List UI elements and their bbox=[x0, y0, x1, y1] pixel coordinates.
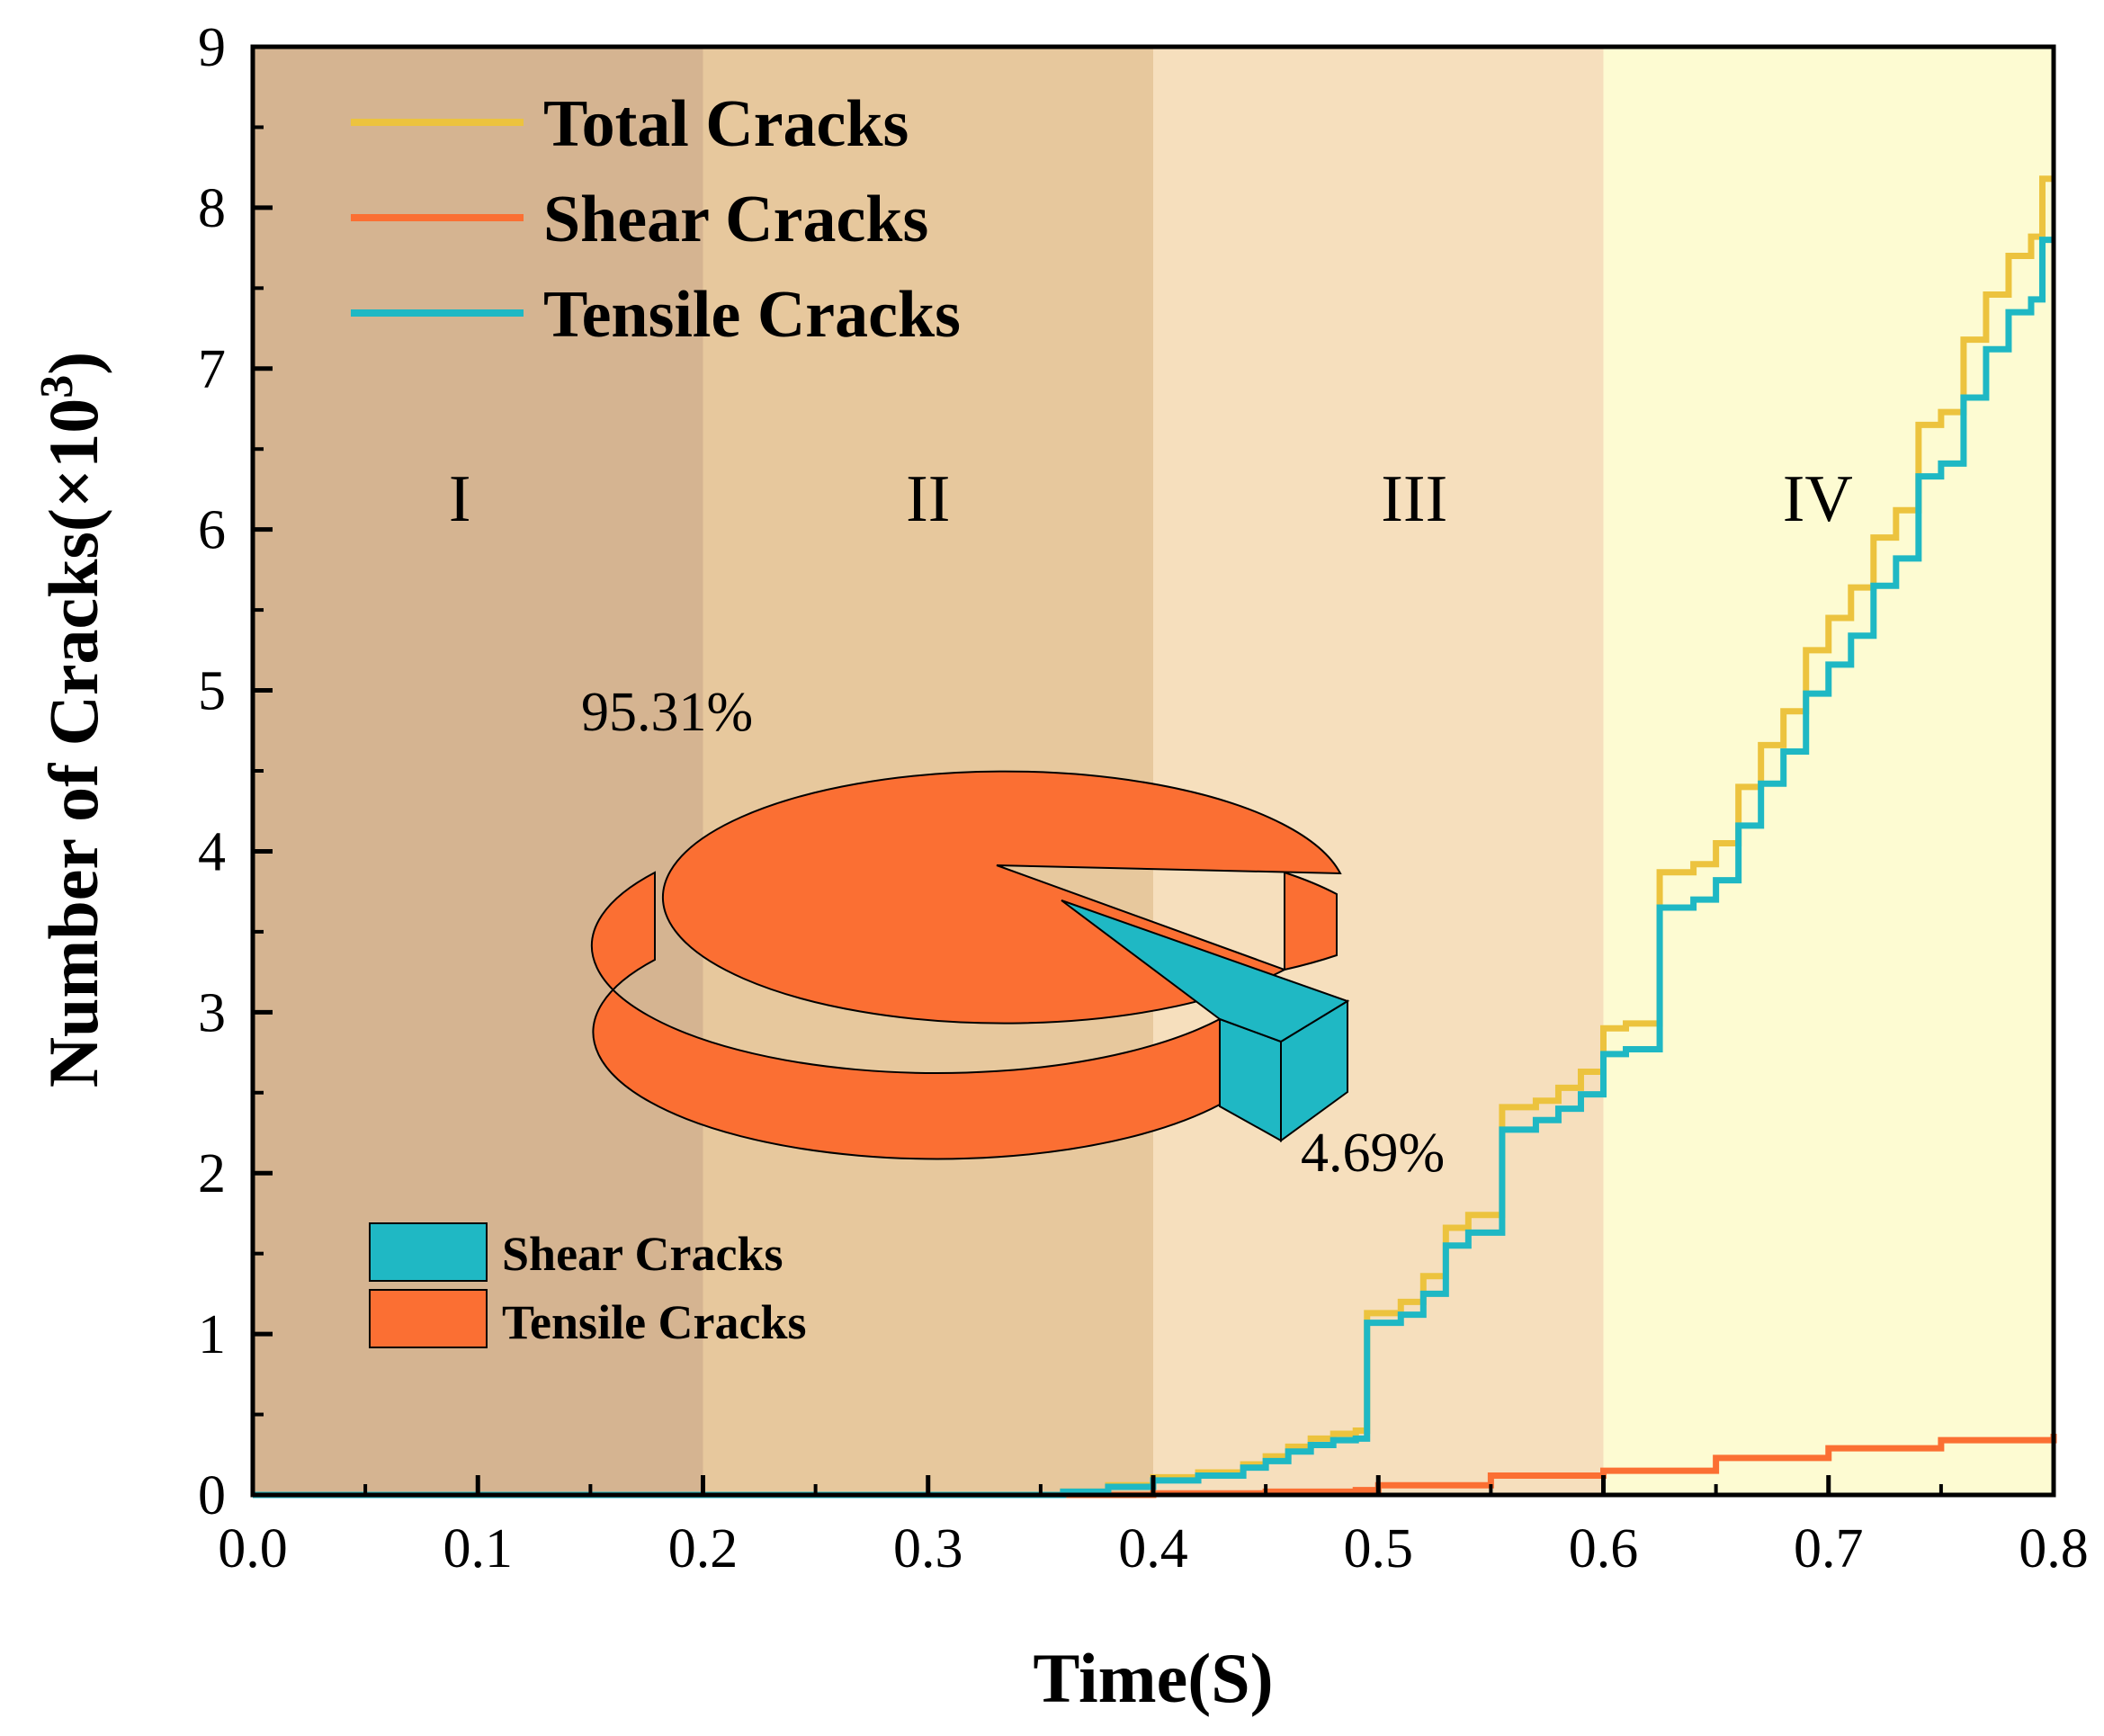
y-tick-label: 9 bbox=[198, 17, 226, 78]
pie-legend-swatch-tensile bbox=[369, 1289, 488, 1348]
x-tick-label: 0.1 bbox=[443, 1518, 514, 1579]
y-axis-title-close: ) bbox=[34, 352, 112, 375]
pie-legend: Shear Cracks Tensile Cracks bbox=[369, 1222, 807, 1349]
stage-label-2: II bbox=[906, 462, 950, 536]
pie-label-tensile: 95.31% bbox=[581, 682, 753, 743]
x-tick-label: 0.3 bbox=[893, 1518, 963, 1579]
stage-label-1: I bbox=[449, 462, 471, 536]
x-tick-label: 0.8 bbox=[2019, 1518, 2089, 1579]
y-tick-label: 6 bbox=[198, 500, 226, 561]
pie-legend-swatch-shear bbox=[369, 1222, 488, 1282]
stage-band-2 bbox=[703, 47, 1153, 1495]
pie-slice-shear bbox=[1061, 899, 1350, 1043]
y-tick-label: 3 bbox=[198, 982, 226, 1043]
y-tick-label: 5 bbox=[198, 661, 226, 722]
stage-label-4: IV bbox=[1783, 462, 1853, 536]
y-tick-label: 1 bbox=[198, 1304, 226, 1365]
stage-label-3: III bbox=[1381, 462, 1447, 536]
y-tick-label: 8 bbox=[198, 178, 226, 239]
x-tick-label: 0.4 bbox=[1118, 1518, 1188, 1579]
y-axis-title-exponent: 3 bbox=[31, 375, 83, 398]
x-tick-label: 0.6 bbox=[1569, 1518, 1639, 1579]
stage-bands bbox=[253, 47, 2054, 1495]
x-tick-label: 0.0 bbox=[218, 1518, 288, 1579]
pie-legend-label-shear: Shear Cracks bbox=[502, 1227, 783, 1281]
y-tick-label: 2 bbox=[198, 1143, 226, 1204]
pie-slice-tensile-top-side bbox=[1284, 871, 1338, 971]
pie-label-shear: 4.69% bbox=[1301, 1123, 1445, 1184]
legend-label-shear: Shear Cracks bbox=[543, 183, 928, 256]
x-tick-label: 0.7 bbox=[1794, 1518, 1864, 1579]
stage-labels: I II III IV bbox=[449, 462, 1853, 536]
legend-label-tensile: Tensile Cracks bbox=[543, 278, 961, 352]
y-tick-label: 4 bbox=[198, 821, 226, 882]
axes: 0.0 0.1 0.2 0.3 0.4 0.5 0.6 0.7 0.8 0 1 2 3 4 5 6 7 8 9 bbox=[198, 17, 2089, 1579]
y-tick-label: 7 bbox=[198, 339, 226, 400]
stage-band-4 bbox=[1603, 47, 2054, 1495]
pie-inset: 95.31% 4.69% bbox=[581, 682, 1445, 1184]
y-axis-title: Number of Cracks(×103) bbox=[31, 352, 112, 1088]
line-legend: Total Cracks Shear Cracks Tensile Cracks bbox=[351, 87, 961, 352]
x-tick-label: 0.2 bbox=[668, 1518, 739, 1579]
legend-label-total: Total Cracks bbox=[543, 87, 909, 161]
x-tick-label: 0.5 bbox=[1344, 1518, 1414, 1579]
y-axis-title-main: Number of Cracks(×10 bbox=[34, 398, 112, 1088]
y-tick-label: 0 bbox=[198, 1465, 226, 1526]
x-axis-title: Time(S) bbox=[1033, 1639, 1273, 1717]
pie-legend-label-tensile: Tensile Cracks bbox=[502, 1295, 807, 1349]
stage-band-3 bbox=[1153, 47, 1604, 1495]
series-line-tensile-cracks bbox=[253, 237, 2054, 1499]
